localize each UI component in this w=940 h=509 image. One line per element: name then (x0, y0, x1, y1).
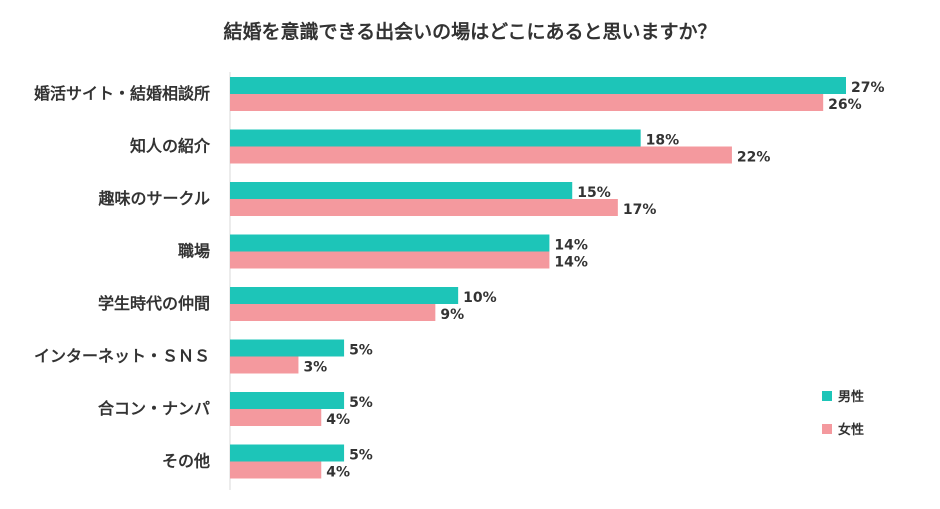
data-label-male: 14% (554, 238, 588, 254)
category-label: その他 (162, 452, 210, 471)
data-label-female: 4% (326, 465, 350, 481)
category-label: 趣味のサークル (97, 189, 210, 208)
data-label-male: 27% (851, 80, 885, 96)
data-label-male: 5% (349, 448, 373, 464)
bar-female (230, 356, 299, 374)
bar-female (230, 199, 618, 216)
bar-male (230, 444, 345, 462)
bar-male (230, 77, 846, 94)
bar-male (230, 392, 345, 409)
legend-label-male: 男性 (838, 389, 864, 405)
category-label: 合コン・ナンパ (98, 399, 210, 418)
data-label-female: 14% (554, 255, 588, 271)
bars-layer: 婚活サイト・結婚相談所 27%26% 知人の紹介 18% 22% 趣味のサークル 15% 17… (34, 77, 885, 481)
bar-male (230, 182, 573, 199)
legend-label-female: 女性 (838, 422, 864, 438)
category-label: 婚活サイト・結婚相談所 (34, 84, 210, 103)
legend-swatch-male (822, 391, 832, 401)
legend: 男性 女性 (822, 389, 864, 438)
bar-female (230, 304, 436, 321)
data-label-female: 26% (828, 97, 862, 113)
data-label-female: 9% (440, 307, 464, 323)
category-label: インターネット・ＳＮＳ (34, 347, 210, 366)
data-label-male: 18% (646, 133, 680, 149)
category-label: 学生時代の仲間 (98, 294, 210, 313)
data-label-female: 17% (623, 202, 657, 218)
data-label-female: 4% (326, 412, 350, 428)
category-label: 知人の紹介 (130, 137, 211, 156)
bar-male (230, 129, 641, 147)
bar-male (230, 287, 459, 304)
data-label-male: 15% (577, 185, 611, 201)
bar-male (230, 234, 550, 252)
bar-male (230, 339, 345, 357)
legend-swatch-female (822, 424, 832, 434)
bar-female (230, 409, 322, 426)
data-label-female: 22% (737, 150, 771, 166)
chart-title: 結婚を意識できる出会いの場はどこにあると思いますか？ (223, 20, 716, 43)
data-label-female: 3% (303, 360, 327, 376)
data-label-male: 10% (463, 290, 497, 306)
data-label-male: 5% (349, 343, 373, 359)
bar-female (230, 146, 732, 164)
category-label: 職場 (178, 242, 210, 261)
bar-female (230, 94, 824, 111)
bar-female (230, 251, 550, 269)
bar-female (230, 461, 322, 479)
data-label-male: 5% (349, 395, 373, 411)
